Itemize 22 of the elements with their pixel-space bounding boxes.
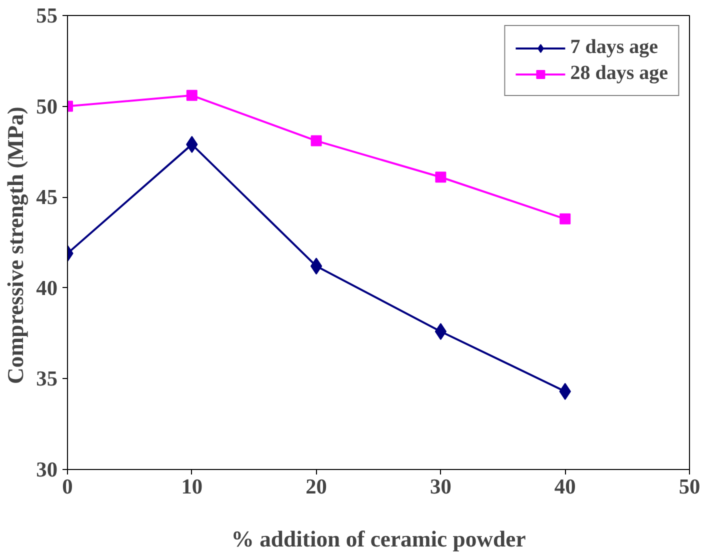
point <box>435 172 446 183</box>
y-tick-label: 30 <box>36 458 58 482</box>
x-axis-title: % addition of ceramic powder <box>231 526 526 552</box>
x-tick-label: 50 <box>678 474 700 498</box>
x-tick-label: 40 <box>554 474 576 498</box>
point <box>186 90 198 101</box>
y-tick-label: 55 <box>36 4 58 28</box>
y-axis-title: Compressive strength (MPa) <box>3 106 28 384</box>
y-tick-label: 35 <box>36 366 58 391</box>
point <box>560 213 571 224</box>
y-tick-label: 50 <box>36 94 58 118</box>
x-tick-label: 20 <box>306 474 327 498</box>
legend-label: 7 days age <box>570 36 658 59</box>
y-tick-label: 45 <box>36 185 58 210</box>
point <box>310 135 322 146</box>
legend-label: 28 days age <box>570 62 668 85</box>
x-tick-label: 10 <box>181 474 203 498</box>
point <box>310 258 322 275</box>
point <box>434 322 447 340</box>
x-tick-label: 0 <box>62 474 73 498</box>
y-tick-label: 40 <box>36 276 58 300</box>
x-tick-label: 30 <box>430 474 452 498</box>
